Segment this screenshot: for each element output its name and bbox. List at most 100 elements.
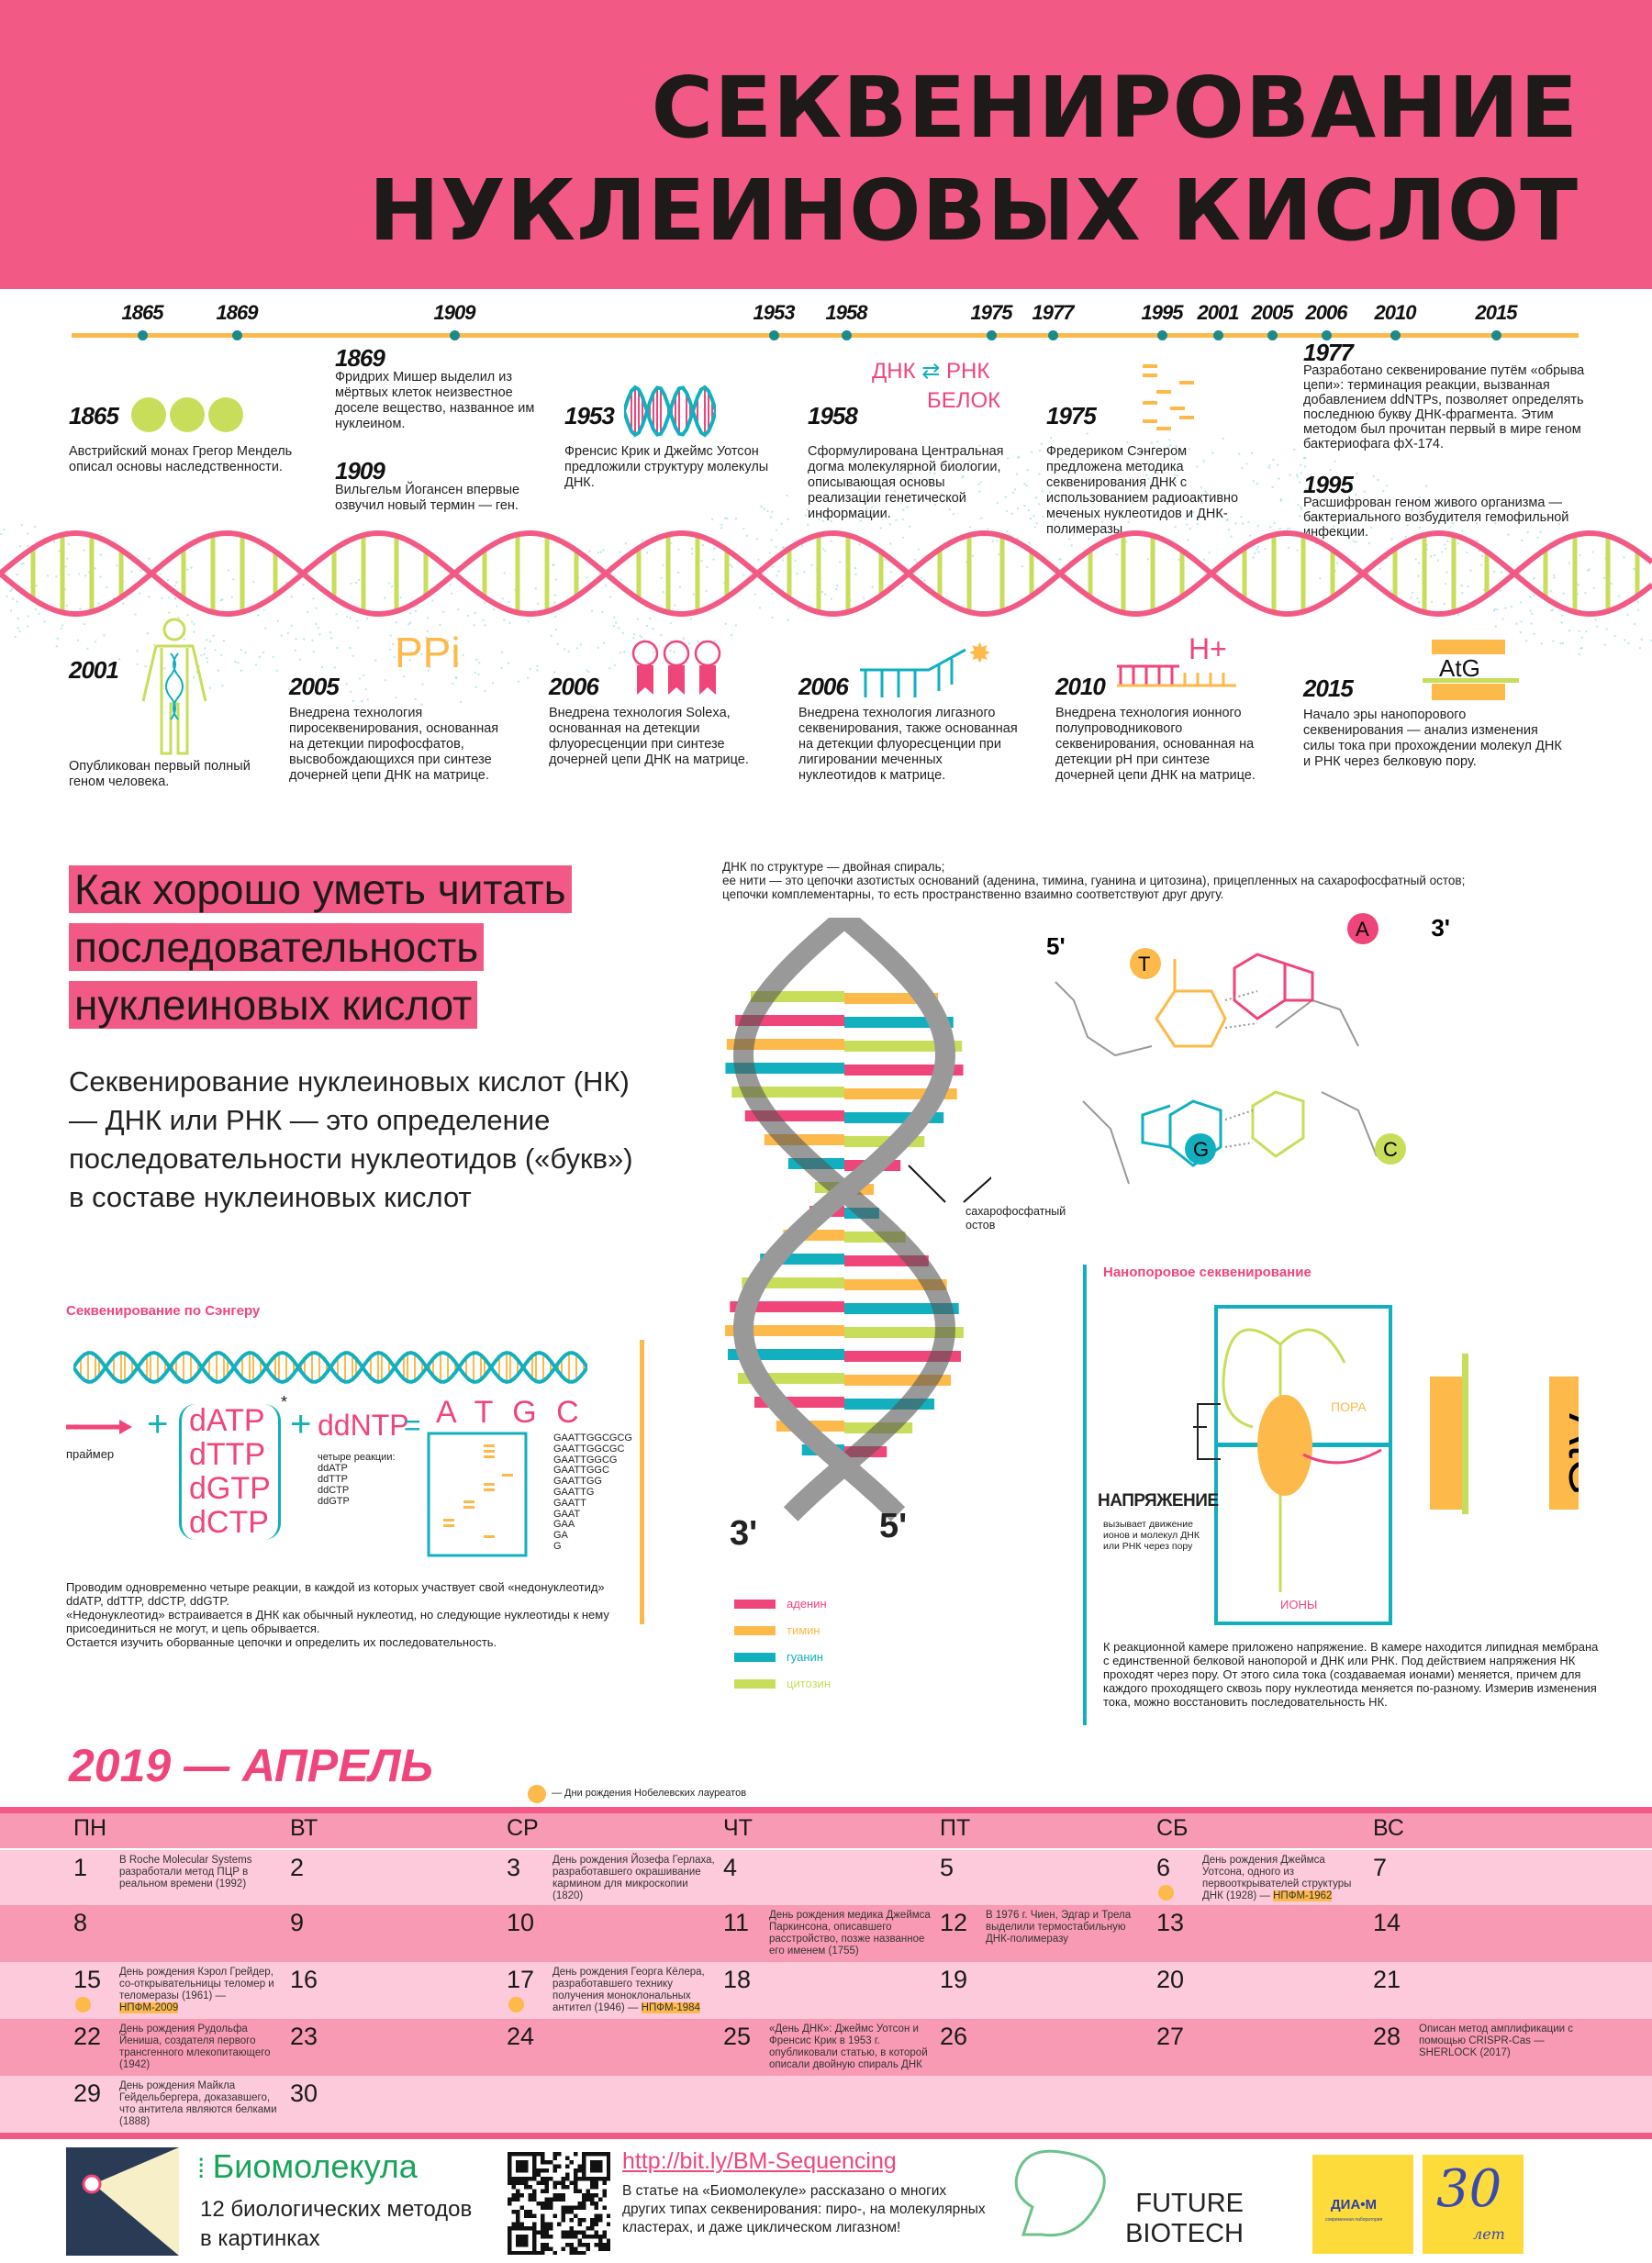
base-g: G	[1193, 1138, 1209, 1161]
timeline-event-2005: 2005 Внедрена технология пиросеквенирован…	[289, 679, 505, 784]
section-heading: Как хорошо уметь читать последовательнос…	[69, 861, 645, 1034]
calendar-day[interactable]: 9	[290, 1909, 304, 1937]
svg-text:3': 3'	[1431, 914, 1450, 942]
calendar-day[interactable]: 4	[723, 1854, 737, 1882]
day-note: День рождения Кэрол Грейдер, со-открыват…	[119, 1967, 283, 2014]
day-note: День рождения Джеймса Уотсона, одного из…	[1202, 1855, 1366, 1902]
base-a: A	[1356, 918, 1369, 941]
timeline-year: 1869	[217, 301, 258, 325]
ddntp-label: ddNTP	[318, 1409, 409, 1443]
timeline-year: 2015	[1476, 301, 1517, 325]
weekday-5: СБ	[1156, 1815, 1188, 1842]
calendar-day[interactable]: 17	[507, 1966, 534, 1994]
calendar-day[interactable]: 29	[73, 2079, 101, 2108]
calendar-day[interactable]: 3	[507, 1854, 520, 1882]
nobel-dot	[75, 1997, 91, 2012]
calendar-day[interactable]: 22	[73, 2023, 101, 2051]
calendar-day[interactable]: 14	[1373, 1909, 1401, 1937]
backbone-pointer	[808, 1161, 991, 1216]
calendar-day[interactable]: 28	[1373, 2023, 1401, 2051]
calendar-day[interactable]: 7	[1373, 1854, 1387, 1882]
timeline-dot	[842, 330, 852, 340]
base-legend: аденин тимин гуанин цитозин	[734, 1590, 831, 1697]
gel-header: A T G C	[436, 1395, 585, 1431]
calendar-day[interactable]: 19	[940, 1966, 967, 1994]
timeline-dot	[1157, 330, 1167, 340]
calendar-day[interactable]: 11	[723, 1909, 749, 1937]
timeline-event-1958: 1958 Сформулирована Центральная догма мол…	[808, 408, 1019, 522]
svg-text:✸: ✸	[968, 642, 991, 669]
calendar-day[interactable]: 25	[723, 2023, 751, 2051]
nanopore-explanation: К реакционной камере приложено напряжени…	[1103, 1640, 1599, 1709]
calendar-day[interactable]: 20	[1156, 1966, 1184, 1994]
plus-sign: +	[147, 1404, 168, 1445]
legend-item: цитозин	[734, 1670, 831, 1697]
article-description: В статье на «Биомолекуле» рассказано о м…	[622, 2182, 989, 2237]
calendar-day[interactable]: 18	[723, 1966, 751, 1994]
timeline-dot	[138, 330, 148, 340]
day-note: День рождения Йозефа Герлаха, разработав…	[553, 1855, 716, 1902]
calendar-day[interactable]: 16	[290, 1966, 318, 1994]
svg-text:5': 5'	[1046, 932, 1066, 960]
fragment: GA	[553, 1531, 632, 1542]
timeline-dot	[232, 330, 242, 340]
human-genome-icon	[138, 617, 211, 759]
timeline-event-2010: 2010 Внедрена технология ионного полупров…	[1055, 679, 1271, 784]
timeline-year: 1909	[434, 301, 475, 325]
title-line-1: СЕКВЕНИРОВАНИЕ	[369, 57, 1579, 160]
timeline-event-1869: 1869 Фридрих Мишер выделил из мёртвых кле…	[335, 351, 555, 432]
calendar-day[interactable]: 13	[1156, 1909, 1184, 1937]
day-note: День рождения Рудольфа Йениша, создателя…	[119, 2023, 283, 2071]
calendar-day[interactable]: 12	[940, 1909, 967, 1937]
qr-code[interactable]	[508, 2152, 610, 2255]
base-c: C	[1383, 1138, 1398, 1161]
voltage-desc: вызывает движение ионов и молекул ДНК ил…	[1103, 1519, 1213, 1552]
nobel-dot	[1158, 1885, 1174, 1901]
timeline-dot	[1390, 330, 1401, 340]
timeline-year: 2006	[1306, 301, 1347, 325]
end-5-label: 5'	[879, 1507, 907, 1546]
calendar-day[interactable]: 24	[507, 2023, 534, 2051]
svg-text:H+: H+	[1189, 632, 1227, 665]
book-subtitle: 12 биологических методов в картинках	[200, 2195, 475, 2254]
structure-description: ДНК по структуре — двойная спираль; ее ни…	[722, 860, 1640, 901]
dna-helix-divider	[0, 528, 1652, 619]
calendar-day[interactable]: 15	[73, 1966, 101, 1994]
day-note: «День ДНК»: Джеймс Уотсон и Френсис Крик…	[769, 2023, 932, 2071]
ligation-icon: ✸	[858, 642, 996, 702]
timeline-dot	[1267, 330, 1278, 340]
article-link[interactable]: http://bit.ly/BM-Sequencing	[622, 2147, 897, 2175]
dna-template-icon	[73, 1349, 587, 1386]
nanopore-title: Нанопоровое секвенирование	[1103, 1265, 1312, 1280]
calendar-day[interactable]: 30	[290, 2079, 318, 2108]
peas-icon	[128, 393, 248, 439]
plus-sign-2: +	[290, 1404, 311, 1445]
calendar-day[interactable]: 26	[940, 2023, 967, 2051]
timeline-year: 2001	[1198, 301, 1239, 325]
legend-swatch	[734, 1626, 776, 1635]
calendar-day[interactable]: 6	[1156, 1854, 1170, 1882]
calendar-day[interactable]: 1	[73, 1854, 87, 1882]
calendar-day[interactable]: 21	[1373, 1966, 1401, 1994]
legend-item: тимин	[734, 1617, 831, 1644]
weekday-2: СР	[507, 1815, 539, 1842]
calendar-day[interactable]: 23	[290, 2023, 318, 2051]
calendar-day[interactable]: 10	[507, 1909, 534, 1937]
calendar-day[interactable]: 2	[290, 1854, 304, 1882]
timeline-year: 1975	[971, 301, 1012, 325]
timeline-year: 1977	[1032, 301, 1074, 325]
title-line-2: НУКЛЕИНОВЫХ КИСЛОТ	[369, 160, 1579, 262]
day-note: Описан метод амплификации с помощью CRIS…	[1419, 2023, 1582, 2059]
voltage-label: НАПРЯЖЕНИЕ	[1098, 1491, 1219, 1511]
timeline-year: 2010	[1375, 301, 1416, 325]
fragment: GAATT	[553, 1499, 632, 1510]
calendar-day[interactable]: 5	[940, 1854, 954, 1882]
legend-item: аденин	[734, 1590, 831, 1617]
day-note: В 1976 г. Чиен, Эдгар и Трела выделили т…	[986, 1910, 1149, 1945]
intro-paragraph: Секвенирование нуклеиновых кислот (НК) —…	[69, 1063, 638, 1217]
calendar-day[interactable]: 8	[73, 1909, 87, 1937]
calendar-top-rule	[0, 1807, 1652, 1813]
calendar-day[interactable]: 27	[1156, 2023, 1184, 2051]
timeline-year: 1995	[1142, 301, 1183, 325]
timeline-event-1909: 1909 Вильгельм Йогансен впервые озвучил н…	[335, 463, 555, 514]
